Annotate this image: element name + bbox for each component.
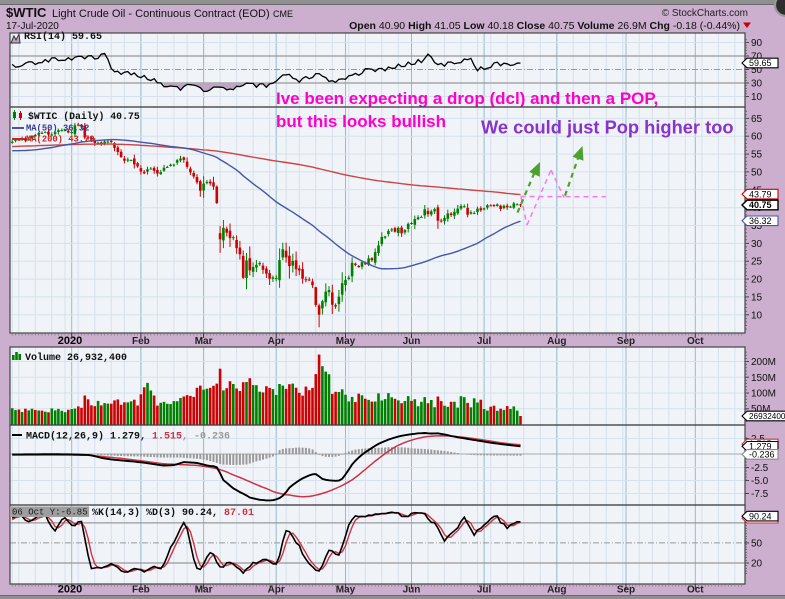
- svg-text:We could just Pop higher too: We could just Pop higher too: [481, 117, 734, 138]
- svg-text:Jul: Jul: [477, 585, 492, 596]
- svg-text:Oct: Oct: [687, 336, 704, 347]
- svg-text:10: 10: [751, 92, 763, 103]
- svg-text:Ive been expecting a drop (dcl: Ive been expecting a drop (dcl) and then…: [276, 89, 658, 108]
- svg-text:-2.5: -2.5: [751, 463, 769, 474]
- svg-text:2020: 2020: [58, 584, 82, 596]
- svg-text:65: 65: [751, 114, 763, 125]
- svg-text:Volume 26,932,400: Volume 26,932,400: [25, 352, 127, 364]
- svg-text:Oct: Oct: [687, 585, 704, 596]
- svg-text:20: 20: [751, 559, 763, 570]
- svg-text:Sep: Sep: [617, 336, 635, 347]
- svg-text:90.24: 90.24: [749, 511, 772, 521]
- svg-text:MA(50) 36.32: MA(50) 36.32: [26, 124, 89, 134]
- svg-text:Sep: Sep: [617, 585, 635, 596]
- svg-text:17-Jul-2020: 17-Jul-2020: [6, 21, 59, 32]
- svg-text:26932400: 26932400: [749, 412, 785, 421]
- svg-text:50M: 50M: [751, 404, 770, 415]
- svg-text:50: 50: [751, 65, 763, 76]
- svg-text:CME: CME: [273, 9, 293, 19]
- svg-text:-7.5: -7.5: [751, 489, 769, 500]
- svg-text:$WTIC (Daily) 40.75: $WTIC (Daily) 40.75: [28, 111, 140, 122]
- svg-text:RSI(14) 59.65: RSI(14) 59.65: [24, 31, 102, 43]
- svg-text:30: 30: [751, 79, 763, 90]
- svg-text:Light Crude Oil - Continuous C: Light Crude Oil - Continuous Contract (E…: [52, 8, 270, 20]
- svg-text:60: 60: [751, 132, 763, 143]
- svg-text:10: 10: [751, 310, 763, 321]
- svg-text:15: 15: [751, 292, 763, 303]
- svg-text:%K(14,3) %D(3) 90.24, 87.01: %K(14,3) %D(3) 90.24, 87.01: [92, 507, 254, 519]
- svg-text:150M: 150M: [751, 373, 776, 384]
- svg-text:MACD(12,26,9) 1.279, 1.515, -0: MACD(12,26,9) 1.279, 1.515, -0.236: [26, 431, 230, 443]
- svg-text:06 Oct Y:-6.85: 06 Oct Y:-6.85: [12, 508, 88, 518]
- svg-text:90: 90: [751, 38, 763, 49]
- svg-text:Apr: Apr: [268, 585, 285, 596]
- svg-text:-0.236: -0.236: [749, 450, 775, 460]
- svg-text:2020: 2020: [58, 335, 82, 347]
- svg-text:20: 20: [751, 275, 763, 286]
- svg-text:70: 70: [751, 52, 763, 63]
- svg-text:35: 35: [751, 221, 763, 232]
- svg-text:Feb: Feb: [132, 336, 150, 347]
- svg-text:43.79: 43.79: [749, 189, 772, 199]
- svg-text:but this looks bullish: but this looks bullish: [276, 112, 446, 131]
- svg-text:Mar: Mar: [195, 585, 213, 596]
- svg-text:30: 30: [751, 239, 763, 250]
- svg-text:40.75: 40.75: [749, 200, 772, 210]
- svg-text:Jun: Jun: [403, 336, 421, 347]
- svg-text:50: 50: [751, 538, 763, 549]
- svg-text:Mar: Mar: [195, 336, 213, 347]
- svg-text:© StockCharts.com: © StockCharts.com: [662, 8, 748, 19]
- svg-text:100M: 100M: [751, 389, 776, 400]
- svg-text:55: 55: [751, 150, 763, 161]
- svg-text:59.65: 59.65: [749, 58, 772, 68]
- svg-text:25: 25: [751, 257, 763, 268]
- svg-text:-5.0: -5.0: [751, 476, 769, 487]
- svg-text:$WTIC: $WTIC: [6, 5, 47, 20]
- svg-text:36.32: 36.32: [749, 216, 772, 226]
- svg-text:50: 50: [751, 167, 763, 178]
- svg-text:Open 40.90 High 41.05 Low 40.1: Open 40.90 High 41.05 Low 40.18 Close 40…: [349, 20, 740, 32]
- svg-text:May: May: [336, 585, 356, 596]
- svg-text:Feb: Feb: [132, 585, 150, 596]
- svg-text:1.279: 1.279: [749, 442, 772, 452]
- svg-text:Jul: Jul: [477, 336, 492, 347]
- svg-text:Aug: Aug: [547, 336, 566, 347]
- svg-text:Jun: Jun: [403, 585, 421, 596]
- svg-text:Apr: Apr: [268, 336, 285, 347]
- svg-text:May: May: [336, 336, 356, 347]
- svg-text:200M: 200M: [751, 357, 776, 368]
- svg-text:MA(200) 43.79: MA(200) 43.79: [26, 135, 95, 145]
- svg-text:Aug: Aug: [547, 585, 566, 596]
